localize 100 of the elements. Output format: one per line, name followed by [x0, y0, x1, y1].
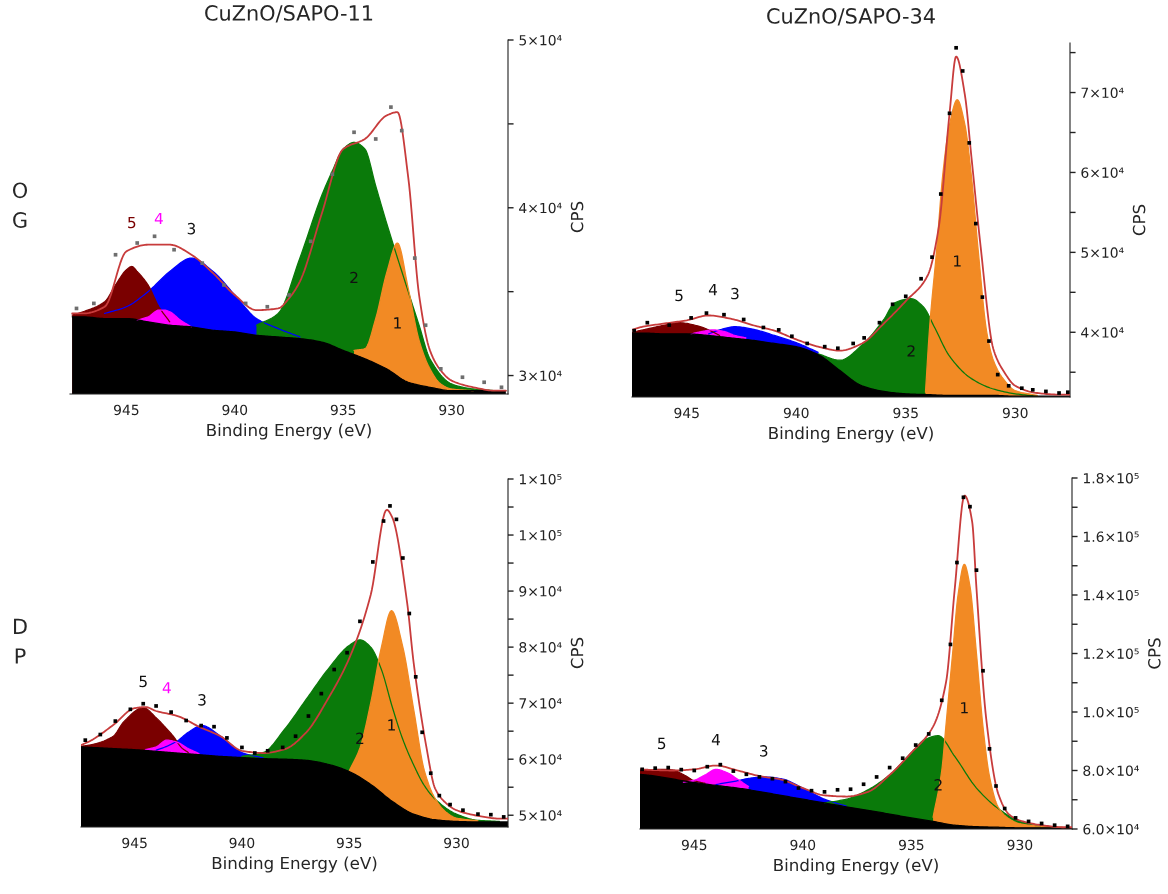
point [1019, 386, 1024, 391]
point [930, 255, 934, 259]
series-label: 3 [187, 222, 196, 235]
point [225, 736, 229, 740]
point [413, 674, 418, 679]
point [954, 45, 958, 50]
series-label: 2 [907, 345, 915, 357]
y-tick-label: 1.0×10⁵ [1083, 706, 1139, 718]
chart-title: CuZnO/SAPO-11 [205, 5, 373, 23]
series-label: 3 [198, 694, 206, 706]
point [960, 69, 965, 73]
x-tick-label: 930 [444, 837, 469, 849]
point [919, 276, 923, 281]
text: D P [14, 618, 27, 664]
y-tick-label: 8×10⁴ [519, 642, 562, 653]
point [412, 256, 417, 260]
point [1057, 391, 1061, 395]
point [987, 339, 991, 343]
point [981, 668, 985, 673]
point [1030, 387, 1035, 392]
point [994, 784, 998, 788]
y-tick-label: 5×10⁴ [1081, 247, 1124, 258]
point [461, 808, 465, 813]
x-tick-label: 945 [114, 404, 139, 416]
point [172, 247, 176, 252]
x-tick-label: 945 [674, 407, 699, 419]
y-tick-label: 9×10⁴ [519, 586, 562, 597]
x-tick-label: 935 [898, 839, 924, 851]
point [222, 283, 226, 287]
y-tick-label: 1.8×10⁵ [1083, 472, 1139, 484]
y-tick-label: 6×10⁴ [519, 754, 562, 765]
y-tick-label: 4×10⁴ [519, 202, 562, 214]
point [401, 556, 405, 560]
point [501, 815, 506, 819]
y-tick-label: 1×10⁵ [519, 530, 562, 541]
y-tick-label: 5×10⁴ [519, 810, 562, 821]
y-tick-label: 4×10⁴ [1081, 327, 1124, 338]
series-label: 3 [760, 745, 768, 757]
point [113, 719, 118, 723]
x-axis-title: Binding Energy (eV) [774, 858, 938, 875]
x-tick-label: 945 [122, 837, 147, 849]
point [388, 504, 392, 508]
point [926, 732, 931, 736]
point [938, 192, 943, 196]
point [389, 105, 393, 109]
point [1065, 390, 1070, 395]
y-axis-title: CPS [570, 201, 584, 233]
point [939, 698, 944, 703]
y-tick-label: 1×10⁵ [519, 473, 562, 485]
point [345, 650, 349, 655]
point [903, 294, 908, 299]
x-axis-title: Binding Energy (eV) [212, 856, 377, 873]
x-axis-title: Binding Energy (eV) [769, 426, 933, 443]
point [836, 346, 840, 351]
point [154, 704, 158, 708]
point [438, 367, 443, 371]
x-tick-label: 930 [1002, 407, 1028, 419]
x-axis-title: Binding Energy (eV) [207, 423, 371, 440]
series-label: 5 [139, 675, 147, 688]
point [705, 764, 710, 769]
x-tick-label: 940 [790, 839, 816, 851]
point [790, 334, 794, 339]
point [913, 743, 918, 747]
point [370, 560, 375, 564]
y-axis-title: CPS [570, 637, 584, 669]
series-label: 1 [394, 317, 401, 329]
point [967, 141, 972, 145]
x-tick-label: 940 [229, 837, 255, 849]
series-label: 2 [350, 271, 358, 284]
point [352, 130, 356, 135]
text: O G [12, 182, 28, 228]
point [420, 730, 425, 735]
point [640, 767, 645, 772]
series-label: 4 [711, 734, 720, 746]
point [776, 328, 781, 332]
text: 4 [708, 283, 718, 296]
text: 4 [154, 212, 163, 225]
y-tick-label: 7×10⁴ [519, 698, 562, 709]
series-label: 3 [731, 287, 739, 300]
y-axis-title: CPS [1132, 204, 1146, 236]
point [689, 316, 693, 320]
point [482, 380, 486, 385]
point [900, 756, 905, 761]
y-tick-label: 1.6×10⁵ [1083, 531, 1139, 542]
y-tick-label: 5×10⁴ [519, 34, 562, 46]
series-label: 1 [961, 702, 968, 714]
x-tick-label: 940 [222, 404, 248, 416]
y-tick-label: 1.2×10⁵ [1083, 648, 1139, 659]
point [862, 336, 866, 340]
point [476, 812, 480, 816]
point [265, 304, 270, 309]
series-label: 1 [388, 719, 395, 731]
series-label: 5 [658, 737, 666, 750]
point [968, 504, 972, 509]
point [287, 293, 291, 297]
y-tick-label: 8.0×10⁴ [1083, 765, 1139, 776]
point [489, 812, 493, 817]
point [373, 137, 378, 141]
y-tick-label: 1.4×10⁵ [1083, 589, 1139, 601]
y-tick-label: 7×10⁴ [1081, 87, 1124, 99]
